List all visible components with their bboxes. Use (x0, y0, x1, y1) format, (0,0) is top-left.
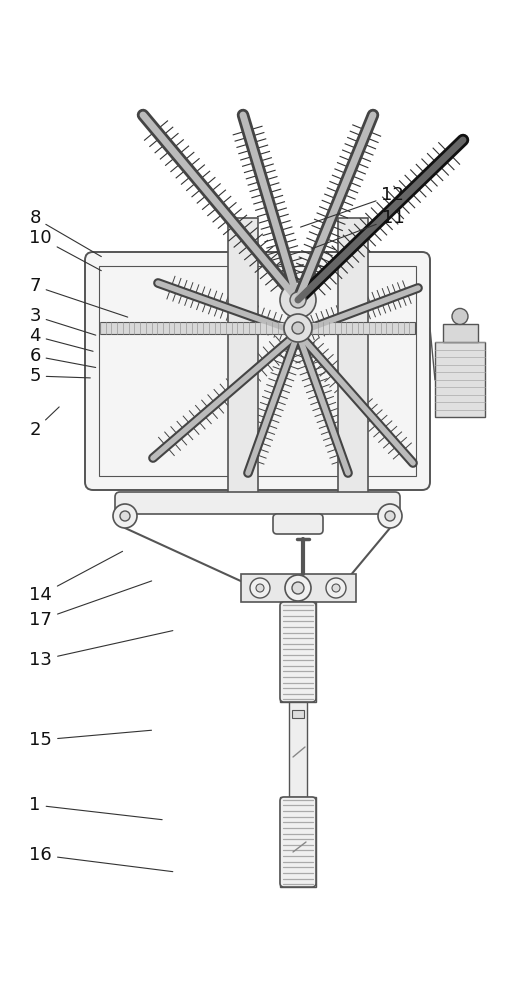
Bar (435, 342, 485, 417)
Circle shape (385, 511, 395, 521)
Circle shape (284, 314, 312, 342)
Bar (240, 574, 355, 602)
Bar (289, 702, 307, 797)
FancyBboxPatch shape (85, 252, 430, 490)
FancyBboxPatch shape (280, 602, 316, 702)
Bar (99, 266, 416, 476)
Circle shape (290, 292, 306, 308)
Text: 11: 11 (311, 209, 404, 249)
FancyBboxPatch shape (280, 797, 316, 887)
Text: 8: 8 (29, 209, 101, 257)
Circle shape (120, 511, 130, 521)
Circle shape (378, 504, 402, 528)
Circle shape (285, 575, 311, 601)
Text: 16: 16 (29, 846, 173, 872)
Text: 2: 2 (29, 407, 59, 439)
Text: 13: 13 (29, 631, 173, 669)
Text: 12: 12 (301, 186, 404, 227)
Text: 1: 1 (29, 796, 162, 820)
Text: 10: 10 (29, 229, 101, 271)
Text: 5: 5 (29, 367, 90, 385)
Circle shape (292, 322, 304, 334)
Bar (100, 322, 415, 334)
Circle shape (280, 282, 316, 318)
Circle shape (326, 578, 346, 598)
Text: 17: 17 (29, 581, 152, 629)
Bar (228, 218, 258, 510)
Bar (280, 602, 316, 702)
Circle shape (256, 584, 264, 592)
Bar (443, 324, 478, 342)
Circle shape (292, 582, 304, 594)
Circle shape (113, 504, 137, 528)
Text: 6: 6 (29, 347, 96, 367)
Text: 14: 14 (29, 551, 122, 604)
Bar (292, 710, 304, 718)
Bar (280, 797, 316, 887)
Text: 3: 3 (29, 307, 96, 335)
Circle shape (250, 578, 270, 598)
Text: 7: 7 (29, 277, 128, 317)
FancyBboxPatch shape (273, 514, 323, 534)
Text: 4: 4 (29, 327, 93, 351)
FancyBboxPatch shape (115, 492, 400, 514)
Text: 15: 15 (29, 730, 152, 749)
Circle shape (332, 584, 340, 592)
Bar (338, 218, 368, 510)
Circle shape (452, 308, 468, 324)
